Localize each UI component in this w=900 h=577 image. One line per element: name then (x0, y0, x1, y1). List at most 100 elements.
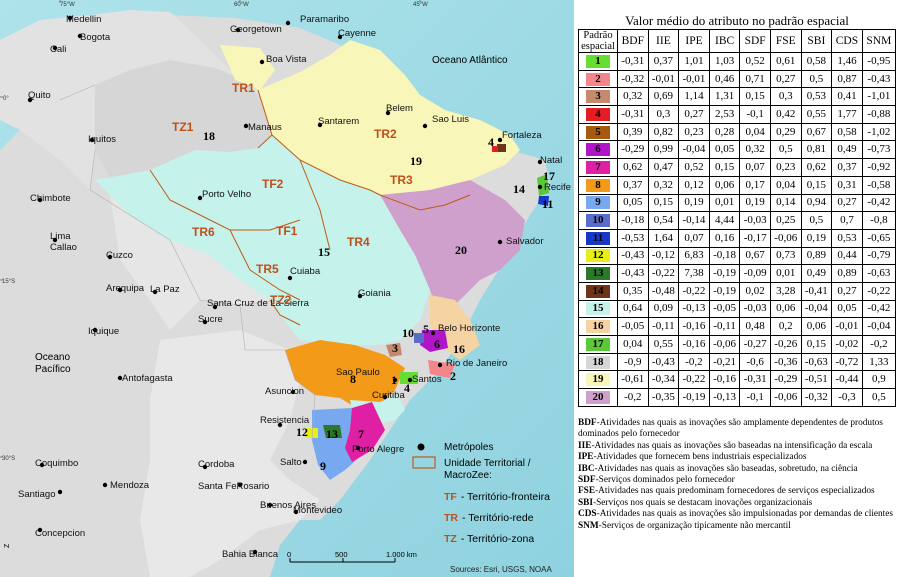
city-dot (437, 362, 443, 368)
table-cell: -0,48 (647, 281, 680, 301)
pattern-swatch: 9 (586, 196, 610, 210)
ocean-labels: Oceano Atlântico Oceano Pacífico (35, 55, 508, 375)
table-cell: -0,29 (617, 140, 649, 160)
table-cell: -0,14 (678, 211, 710, 230)
table-cell: -0,95 (861, 52, 897, 71)
table-cell: 0,27 (769, 69, 802, 89)
pattern-swatch: 12 (586, 249, 610, 263)
pattern-7-region (345, 402, 385, 462)
pattern-label: 8 (350, 372, 356, 386)
country-borders (59, 84, 316, 441)
table-cell: 0,27 (678, 105, 710, 124)
table-cell: -0,41 (800, 281, 833, 301)
table-cell: 0,37 (617, 175, 649, 195)
table-row: 18 -0,9 -0,43 -0,2 -0,21 -0,6 -0,36 -0,63 -0,72 1… (578, 352, 897, 372)
city-label: Bogota (80, 32, 111, 43)
table-cell: 0,06 (769, 299, 802, 319)
pattern-11-region (538, 196, 549, 206)
table-cell: -0,09 (739, 264, 771, 283)
table-cell: 0,01 (769, 264, 802, 283)
pattern-labels: 18 19 4 17 14 11 15 20 10 56 16 3 2 8 4 12 13 7 9 1 (203, 129, 555, 473)
city-label: Recife (544, 182, 571, 193)
table-cell: 1,03 (708, 52, 741, 71)
table-cell: 0,61 (769, 52, 802, 71)
table-cell: 0,28 (708, 122, 741, 142)
pattern-label: 17 (543, 169, 555, 183)
table-cell: 1,77 (831, 105, 863, 124)
city-dot (202, 464, 208, 470)
pattern-swatch: 2 (586, 72, 610, 86)
tz-legend: TZ - Território-zona (444, 533, 534, 545)
table-cell: -0,19 (678, 388, 710, 407)
table-cell: -0,36 (769, 352, 802, 372)
pattern-8-region (285, 340, 405, 410)
city-label: Chimbote (30, 193, 71, 204)
table-cell: 0,32 (647, 175, 680, 195)
table-cell: 1,33 (861, 352, 897, 372)
city-dot (259, 59, 265, 65)
city-dot (152, 289, 158, 295)
pattern-label: 13 (326, 427, 338, 441)
metro-symbol (417, 443, 425, 451)
table-cell: 0,27 (831, 193, 863, 213)
table-cell: 0,3 (647, 105, 680, 124)
territory-label: TR2 (374, 127, 397, 141)
table-cell: 0,31 (831, 175, 863, 195)
table-cell: -0,19 (708, 264, 741, 283)
pattern-label: 19 (410, 154, 422, 168)
city-dot (357, 293, 363, 299)
table-cell: 2,53 (708, 105, 741, 124)
ocean-atlantic-label: Oceano Atlântico (432, 55, 508, 66)
pattern-swatch-cell: 11 (578, 228, 618, 248)
scalebar: 0 500 1.000 km (287, 550, 417, 563)
table-cell: 0,49 (800, 264, 833, 283)
pattern-swatch: 4 (586, 107, 610, 121)
table-cell: 0,32 (617, 87, 649, 107)
tz-code: TZ (444, 533, 457, 545)
table-cell: 0,69 (647, 87, 680, 107)
city-dot (382, 394, 388, 400)
attribute-definitions: BDF-Atividades nas quais as inovações sã… (578, 418, 898, 532)
definition-line: IIE-Atividades nas quais as inovações sã… (578, 440, 873, 451)
territorial-unit-borders (149, 89, 471, 326)
table-cell: 1,64 (647, 228, 680, 248)
territory-label: TR6 (192, 225, 215, 239)
graticule-top-2: 60°W (234, 2, 249, 8)
tf-code: TF (444, 491, 457, 503)
map-source-credit: Sources: Esri, USGS, NOAA (450, 565, 552, 574)
table-cell: -0,58 (861, 175, 897, 195)
city-dot (243, 123, 249, 129)
table-cell: -0,73 (861, 140, 897, 160)
city-label: Cuiaba (290, 266, 321, 277)
scale-500: 500 (335, 550, 348, 559)
pattern-swatch-cell: 4 (578, 105, 618, 124)
city-dot (197, 195, 203, 201)
pattern-swatch-cell: 10 (578, 211, 618, 230)
pattern-19-roraima (220, 45, 275, 90)
table-cell: -0,21 (708, 352, 741, 372)
city-label: Salvador (506, 236, 544, 247)
table-cell: -0,22 (678, 281, 710, 301)
table-cell: -0,43 (861, 69, 897, 89)
table-cell: -0,35 (647, 388, 680, 407)
table-row: 5 0,39 0,82 0,23 0,28 0,04 0,29 0,67 0,58 -1,02 (578, 122, 897, 142)
city-dot (107, 254, 113, 260)
city-label: Asuncion (265, 386, 304, 397)
pattern-label: 6 (434, 337, 440, 351)
table-cell: 0,14 (769, 193, 802, 213)
pattern-label: 14 (513, 182, 525, 196)
table-cell: -0,06 (708, 335, 741, 354)
table-cell: -0,9 (617, 352, 649, 372)
table-cell: -0,2 (861, 335, 897, 354)
city-label: Sao Paulo (336, 367, 380, 378)
pattern-10-region (414, 333, 424, 343)
city-dot (37, 527, 43, 533)
table-row: 19 -0,61 -0,34 -0,22 -0,16 -0,31 -0,29 -0,51 -0,… (578, 370, 897, 390)
table-cell: 0,89 (800, 246, 833, 266)
table-cell: -0,51 (800, 370, 833, 390)
city-dot (27, 97, 33, 103)
city-label: Cuzco (106, 250, 133, 261)
pattern-swatch: 14 (586, 284, 610, 298)
city-label: Belem (386, 103, 413, 114)
table-cell: 0,5 (800, 211, 833, 230)
